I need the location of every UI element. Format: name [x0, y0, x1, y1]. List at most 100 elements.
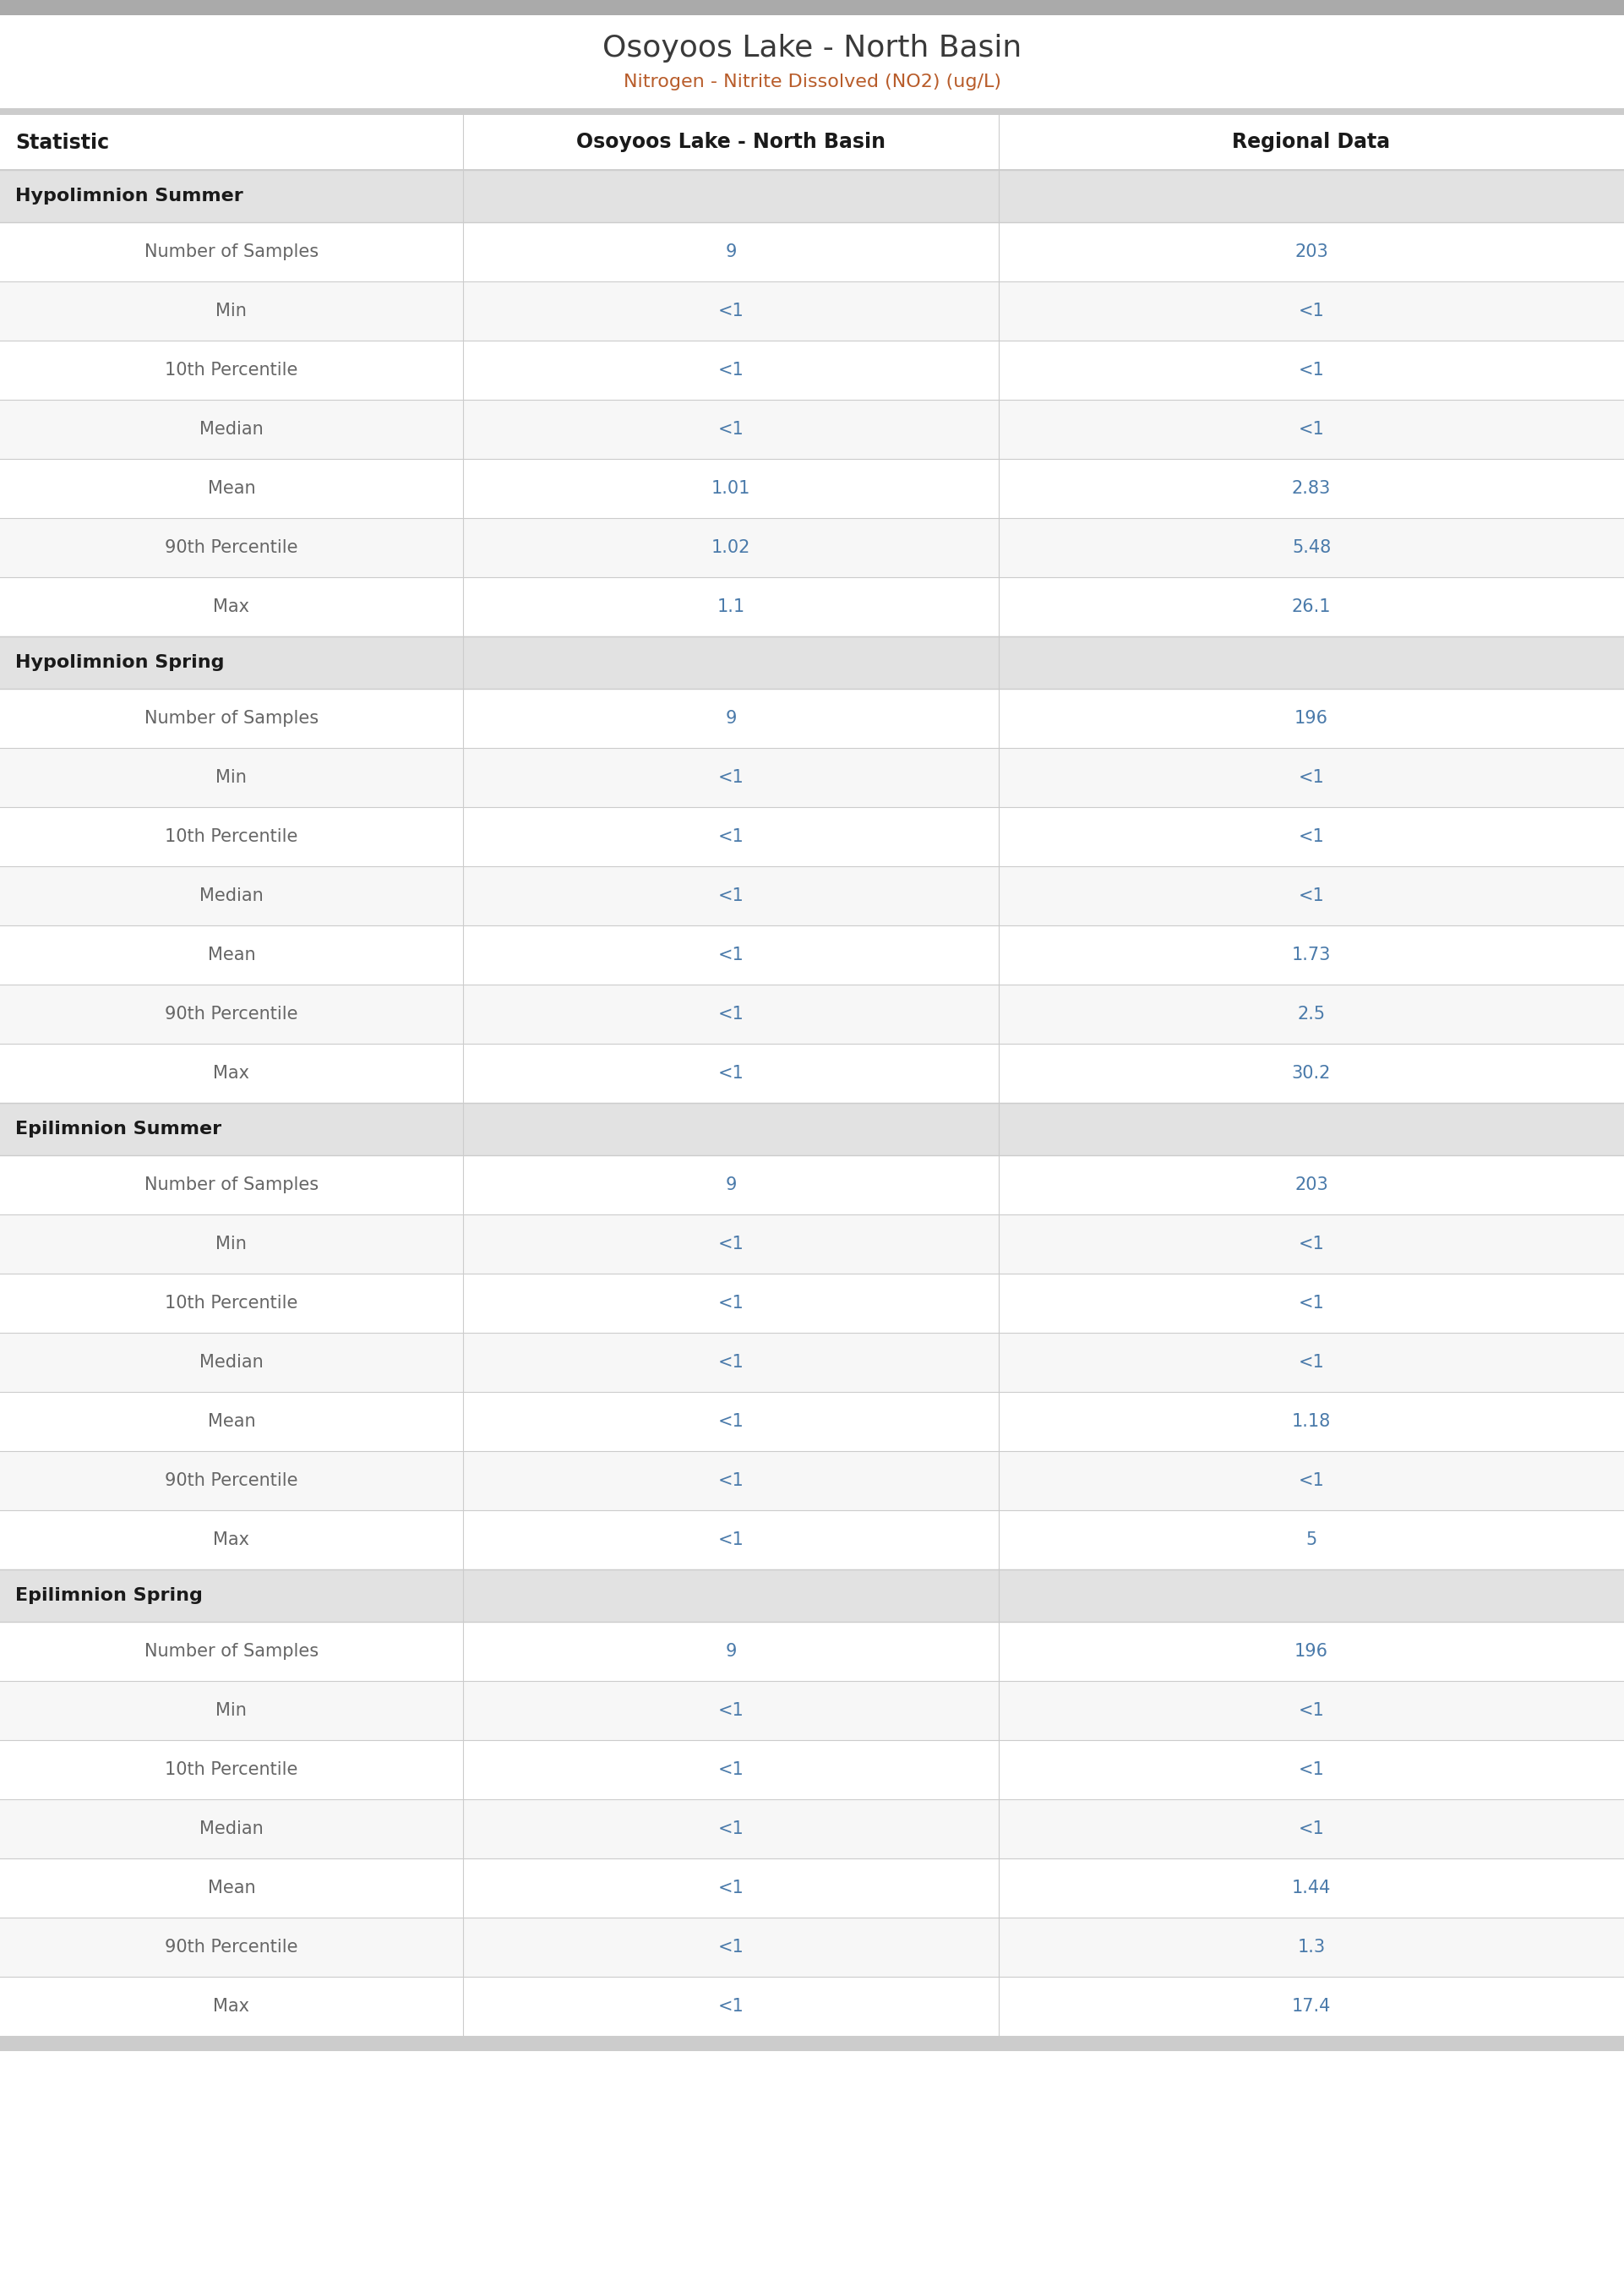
Text: 196: 196 — [1294, 1643, 1328, 1659]
Bar — [0, 1682, 1624, 1741]
Text: 90th Percentile: 90th Percentile — [166, 540, 297, 556]
Text: 30.2: 30.2 — [1291, 1065, 1332, 1083]
Text: <1: <1 — [718, 1294, 744, 1312]
Bar — [0, 1569, 1624, 1621]
Text: 9: 9 — [726, 1176, 736, 1194]
Bar — [0, 109, 1624, 116]
Text: <1: <1 — [718, 888, 744, 903]
Text: Regional Data: Regional Data — [1233, 132, 1390, 152]
Bar — [0, 747, 1624, 808]
Text: 10th Percentile: 10th Percentile — [166, 829, 297, 844]
Bar — [0, 1510, 1624, 1569]
Bar — [0, 1273, 1624, 1332]
Text: 26.1: 26.1 — [1291, 599, 1332, 615]
Text: Number of Samples: Number of Samples — [145, 1176, 318, 1194]
Bar — [0, 0, 1624, 16]
Text: <1: <1 — [718, 1821, 744, 1836]
Text: 10th Percentile: 10th Percentile — [166, 361, 297, 379]
Bar — [0, 1800, 1624, 1859]
Text: 9: 9 — [726, 1643, 736, 1659]
Text: Median: Median — [200, 420, 263, 438]
Bar — [0, 1155, 1624, 1214]
Text: 1.3: 1.3 — [1298, 1939, 1325, 1957]
Text: <1: <1 — [1299, 302, 1324, 320]
Bar — [0, 1392, 1624, 1451]
Text: Number of Samples: Number of Samples — [145, 243, 318, 261]
Text: <1: <1 — [1299, 770, 1324, 785]
Text: <1: <1 — [718, 1353, 744, 1371]
Text: <1: <1 — [1299, 1473, 1324, 1489]
Text: <1: <1 — [718, 829, 744, 844]
Text: Median: Median — [200, 888, 263, 903]
Text: Max: Max — [213, 1065, 250, 1083]
Text: <1: <1 — [718, 1762, 744, 1777]
Text: 203: 203 — [1294, 1176, 1328, 1194]
Text: <1: <1 — [718, 1065, 744, 1083]
Text: <1: <1 — [1299, 1353, 1324, 1371]
Text: 1.18: 1.18 — [1291, 1412, 1332, 1430]
Bar — [0, 1977, 1624, 2036]
Bar — [0, 16, 1624, 109]
Bar — [0, 1859, 1624, 1918]
Text: 9: 9 — [726, 243, 736, 261]
Text: 90th Percentile: 90th Percentile — [166, 1473, 297, 1489]
Bar — [0, 1103, 1624, 1155]
Text: Max: Max — [213, 1532, 250, 1548]
Text: <1: <1 — [1299, 361, 1324, 379]
Text: 90th Percentile: 90th Percentile — [166, 1006, 297, 1021]
Text: <1: <1 — [1299, 1294, 1324, 1312]
Bar — [0, 1621, 1624, 1682]
Text: <1: <1 — [718, 1412, 744, 1430]
Bar — [0, 1044, 1624, 1103]
Text: Median: Median — [200, 1821, 263, 1836]
Text: Hypolimnion Spring: Hypolimnion Spring — [15, 654, 224, 672]
Text: <1: <1 — [718, 1939, 744, 1957]
Bar — [0, 281, 1624, 340]
Bar — [0, 170, 1624, 222]
Text: <1: <1 — [718, 770, 744, 785]
Text: <1: <1 — [718, 1880, 744, 1895]
Text: 17.4: 17.4 — [1291, 1998, 1332, 2016]
Text: <1: <1 — [718, 302, 744, 320]
Text: 90th Percentile: 90th Percentile — [166, 1939, 297, 1957]
Text: <1: <1 — [718, 1473, 744, 1489]
Bar — [0, 222, 1624, 281]
Text: Min: Min — [216, 302, 247, 320]
Text: Nitrogen - Nitrite Dissolved (NO2) (ug/L): Nitrogen - Nitrite Dissolved (NO2) (ug/L… — [624, 73, 1000, 91]
Bar — [0, 808, 1624, 867]
Text: <1: <1 — [1299, 420, 1324, 438]
Bar — [0, 867, 1624, 926]
Bar — [0, 577, 1624, 636]
Text: <1: <1 — [718, 947, 744, 962]
Text: Max: Max — [213, 599, 250, 615]
Text: Mean: Mean — [208, 947, 255, 962]
Text: 2.83: 2.83 — [1291, 479, 1332, 497]
Text: Min: Min — [216, 1235, 247, 1253]
Text: 203: 203 — [1294, 243, 1328, 261]
Bar — [0, 116, 1624, 170]
Text: 5: 5 — [1306, 1532, 1317, 1548]
Text: Hypolimnion Summer: Hypolimnion Summer — [15, 188, 244, 204]
Text: Number of Samples: Number of Samples — [145, 1643, 318, 1659]
Text: 10th Percentile: 10th Percentile — [166, 1762, 297, 1777]
Text: 196: 196 — [1294, 711, 1328, 726]
Bar — [0, 518, 1624, 577]
Bar — [0, 985, 1624, 1044]
Bar — [0, 1451, 1624, 1510]
Text: Osoyoos Lake - North Basin: Osoyoos Lake - North Basin — [577, 132, 885, 152]
Text: 1.1: 1.1 — [716, 599, 745, 615]
Text: 1.01: 1.01 — [711, 479, 750, 497]
Text: <1: <1 — [1299, 1702, 1324, 1718]
Bar — [0, 459, 1624, 518]
Text: Statistic: Statistic — [15, 132, 109, 152]
Bar — [0, 926, 1624, 985]
Text: <1: <1 — [718, 361, 744, 379]
Text: Min: Min — [216, 770, 247, 785]
Text: 1.02: 1.02 — [711, 540, 750, 556]
Text: <1: <1 — [1299, 1821, 1324, 1836]
Bar — [0, 1741, 1624, 1800]
Text: Median: Median — [200, 1353, 263, 1371]
Text: Max: Max — [213, 1998, 250, 2016]
Text: Mean: Mean — [208, 479, 255, 497]
Text: 1.73: 1.73 — [1291, 947, 1332, 962]
